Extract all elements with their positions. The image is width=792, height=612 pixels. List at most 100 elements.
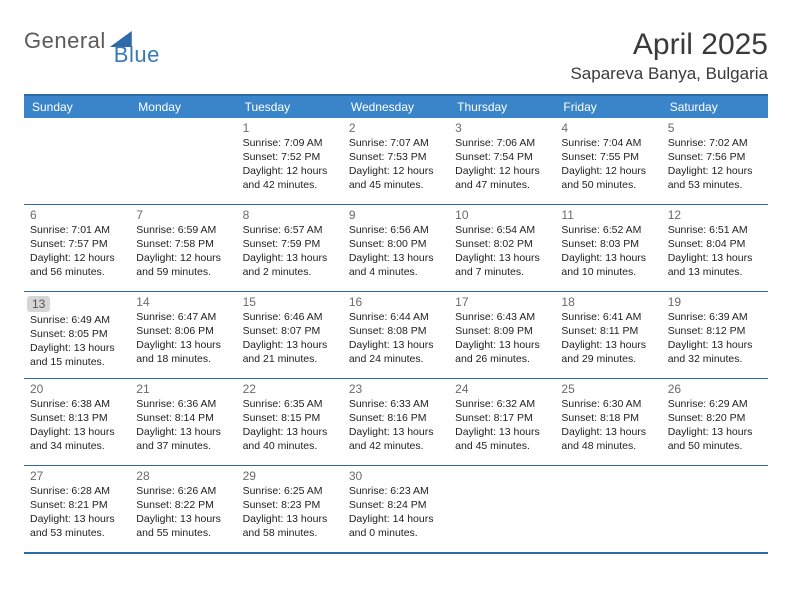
page-subtitle: Sapareva Banya, Bulgaria <box>570 64 768 84</box>
weekday-header: Thursday <box>449 96 555 118</box>
daylight-text: Daylight: 13 hours and 32 minutes. <box>668 339 762 367</box>
sunrise-text: Sunrise: 6:49 AM <box>30 314 124 328</box>
day-cell: 8Sunrise: 6:57 AMSunset: 7:59 PMDaylight… <box>237 205 343 291</box>
daylight-text: Daylight: 12 hours and 50 minutes. <box>561 165 655 193</box>
weekday-header-row: SundayMondayTuesdayWednesdayThursdayFrid… <box>24 96 768 118</box>
sunrise-text: Sunrise: 6:59 AM <box>136 224 230 238</box>
daylight-text: Daylight: 13 hours and 21 minutes. <box>243 339 337 367</box>
sunrise-text: Sunrise: 6:36 AM <box>136 398 230 412</box>
logo-text-general: General <box>24 28 106 54</box>
day-cell: 1Sunrise: 7:09 AMSunset: 7:52 PMDaylight… <box>237 118 343 204</box>
sunset-text: Sunset: 7:53 PM <box>349 151 443 165</box>
sunrise-text: Sunrise: 6:54 AM <box>455 224 549 238</box>
sunrise-text: Sunrise: 6:39 AM <box>668 311 762 325</box>
daylight-text: Daylight: 13 hours and 13 minutes. <box>668 252 762 280</box>
day-cell: 28Sunrise: 6:26 AMSunset: 8:22 PMDayligh… <box>130 466 236 552</box>
day-cell: 27Sunrise: 6:28 AMSunset: 8:21 PMDayligh… <box>24 466 130 552</box>
logo: General Blue <box>24 28 160 54</box>
week-row: 6Sunrise: 7:01 AMSunset: 7:57 PMDaylight… <box>24 204 768 291</box>
sunset-text: Sunset: 8:04 PM <box>668 238 762 252</box>
day-number: 4 <box>561 121 655 135</box>
day-cell: 19Sunrise: 6:39 AMSunset: 8:12 PMDayligh… <box>662 292 768 378</box>
day-cell <box>449 466 555 552</box>
sunset-text: Sunset: 8:11 PM <box>561 325 655 339</box>
day-cell: 10Sunrise: 6:54 AMSunset: 8:02 PMDayligh… <box>449 205 555 291</box>
day-number: 15 <box>243 295 337 309</box>
day-cell <box>555 466 661 552</box>
sunrise-text: Sunrise: 6:51 AM <box>668 224 762 238</box>
day-number: 7 <box>136 208 230 222</box>
day-cell: 5Sunrise: 7:02 AMSunset: 7:56 PMDaylight… <box>662 118 768 204</box>
daylight-text: Daylight: 13 hours and 58 minutes. <box>243 513 337 541</box>
week-row: 20Sunrise: 6:38 AMSunset: 8:13 PMDayligh… <box>24 378 768 465</box>
daylight-text: Daylight: 12 hours and 56 minutes. <box>30 252 124 280</box>
day-cell: 26Sunrise: 6:29 AMSunset: 8:20 PMDayligh… <box>662 379 768 465</box>
sunset-text: Sunset: 8:16 PM <box>349 412 443 426</box>
day-number: 22 <box>243 382 337 396</box>
daylight-text: Daylight: 13 hours and 53 minutes. <box>30 513 124 541</box>
sunset-text: Sunset: 8:20 PM <box>668 412 762 426</box>
sunset-text: Sunset: 8:12 PM <box>668 325 762 339</box>
weekday-header: Friday <box>555 96 661 118</box>
week-row: 13 Sunrise: 6:49 AMSunset: 8:05 PM Dayligh… <box>24 291 768 378</box>
day-number: 28 <box>136 469 230 483</box>
page-title: April 2025 <box>570 28 768 62</box>
sunset-text: Sunset: 7:55 PM <box>561 151 655 165</box>
week-row: 1Sunrise: 7:09 AMSunset: 7:52 PMDaylight… <box>24 118 768 204</box>
week-row: 27Sunrise: 6:28 AMSunset: 8:21 PMDayligh… <box>24 465 768 552</box>
sunrise-text: Sunrise: 6:28 AM <box>30 485 124 499</box>
day-number: 11 <box>561 208 655 222</box>
sunset-text: Sunset: 8:15 PM <box>243 412 337 426</box>
sunset-text: Sunset: 8:21 PM <box>30 499 124 513</box>
sunrise-text: Sunrise: 6:35 AM <box>243 398 337 412</box>
sunrise-text: Sunrise: 6:38 AM <box>30 398 124 412</box>
daylight-text: Daylight: 14 hours and 0 minutes. <box>349 513 443 541</box>
daylight-text: Daylight: 13 hours and 50 minutes. <box>668 426 762 454</box>
sunset-text: Sunset: 7:52 PM <box>243 151 337 165</box>
day-cell: 21Sunrise: 6:36 AMSunset: 8:14 PMDayligh… <box>130 379 236 465</box>
day-cell: 9Sunrise: 6:56 AMSunset: 8:00 PMDaylight… <box>343 205 449 291</box>
sunset-text: Sunset: 8:07 PM <box>243 325 337 339</box>
day-cell: 20Sunrise: 6:38 AMSunset: 8:13 PMDayligh… <box>24 379 130 465</box>
day-cell: 3Sunrise: 7:06 AMSunset: 7:54 PMDaylight… <box>449 118 555 204</box>
day-cell: 25Sunrise: 6:30 AMSunset: 8:18 PMDayligh… <box>555 379 661 465</box>
weekday-header: Tuesday <box>237 96 343 118</box>
day-number: 17 <box>455 295 549 309</box>
daylight-text: Daylight: 13 hours and 45 minutes. <box>455 426 549 454</box>
day-cell: 22Sunrise: 6:35 AMSunset: 8:15 PMDayligh… <box>237 379 343 465</box>
day-cell: 17Sunrise: 6:43 AMSunset: 8:09 PMDayligh… <box>449 292 555 378</box>
sunrise-text: Sunrise: 7:09 AM <box>243 137 337 151</box>
day-cell: 15 Sunrise: 6:46 AMSunset: 8:07 PMDayligh… <box>237 292 343 378</box>
sunrise-text: Sunrise: 7:04 AM <box>561 137 655 151</box>
sunset-text: Sunset: 8:02 PM <box>455 238 549 252</box>
daylight-text: Daylight: 13 hours and 4 minutes. <box>349 252 443 280</box>
day-number: 13 <box>27 296 50 312</box>
sunset-text: Sunset: 8:13 PM <box>30 412 124 426</box>
day-cell: 12Sunrise: 6:51 AMSunset: 8:04 PMDayligh… <box>662 205 768 291</box>
sunset-text: Sunset: 8:17 PM <box>455 412 549 426</box>
sunrise-text: Sunrise: 6:44 AM <box>349 311 443 325</box>
day-number: 2 <box>349 121 443 135</box>
day-number: 26 <box>668 382 762 396</box>
sunset-text: Sunset: 7:54 PM <box>455 151 549 165</box>
day-cell: 13Sunrise: 6:49 AMSunset: 8:05 PMDayligh… <box>24 292 130 378</box>
day-cell: 23Sunrise: 6:33 AMSunset: 8:16 PMDayligh… <box>343 379 449 465</box>
sunrise-text: Sunrise: 6:25 AM <box>243 485 337 499</box>
day-number: 3 <box>455 121 549 135</box>
sunset-text: Sunset: 8:23 PM <box>243 499 337 513</box>
sunrise-text: Sunrise: 6:46 AM <box>243 311 337 325</box>
day-cell: 11Sunrise: 6:52 AMSunset: 8:03 PMDayligh… <box>555 205 661 291</box>
sunset-text: Sunset: 8:05 PM <box>30 328 124 342</box>
weekday-header: Monday <box>130 96 236 118</box>
day-cell: 18Sunrise: 6:41 AMSunset: 8:11 PMDayligh… <box>555 292 661 378</box>
sunset-text: Sunset: 8:24 PM <box>349 499 443 513</box>
sunrise-text: Sunrise: 7:06 AM <box>455 137 549 151</box>
daylight-text: Daylight: 12 hours and 42 minutes. <box>243 165 337 193</box>
daylight-text: Daylight: 13 hours and 18 minutes. <box>136 339 230 367</box>
daylight-text: Daylight: 13 hours and 48 minutes. <box>561 426 655 454</box>
weekday-header: Saturday <box>662 96 768 118</box>
calendar: SundayMondayTuesdayWednesdayThursdayFrid… <box>24 94 768 554</box>
day-number: 18 <box>561 295 655 309</box>
daylight-text: Daylight: 12 hours and 45 minutes. <box>349 165 443 193</box>
day-number: 14 <box>136 295 230 309</box>
